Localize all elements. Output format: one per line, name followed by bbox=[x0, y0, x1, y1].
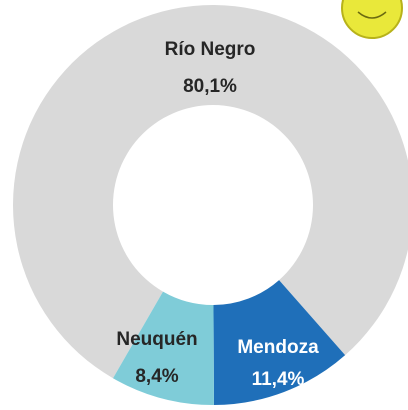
donut-slice bbox=[113, 291, 214, 405]
donut-slice bbox=[213, 280, 346, 405]
slice-value-label: 8,4% bbox=[135, 366, 178, 387]
slice-value-label: 80,1% bbox=[183, 76, 237, 97]
slice-label: Neuquén bbox=[116, 329, 197, 350]
donut-slice bbox=[13, 5, 408, 379]
smiley-decoration bbox=[341, 0, 403, 39]
slice-label: Río Negro bbox=[165, 39, 256, 60]
slice-label: Mendoza bbox=[237, 337, 319, 358]
slice-value-label: 11,4% bbox=[252, 369, 305, 390]
